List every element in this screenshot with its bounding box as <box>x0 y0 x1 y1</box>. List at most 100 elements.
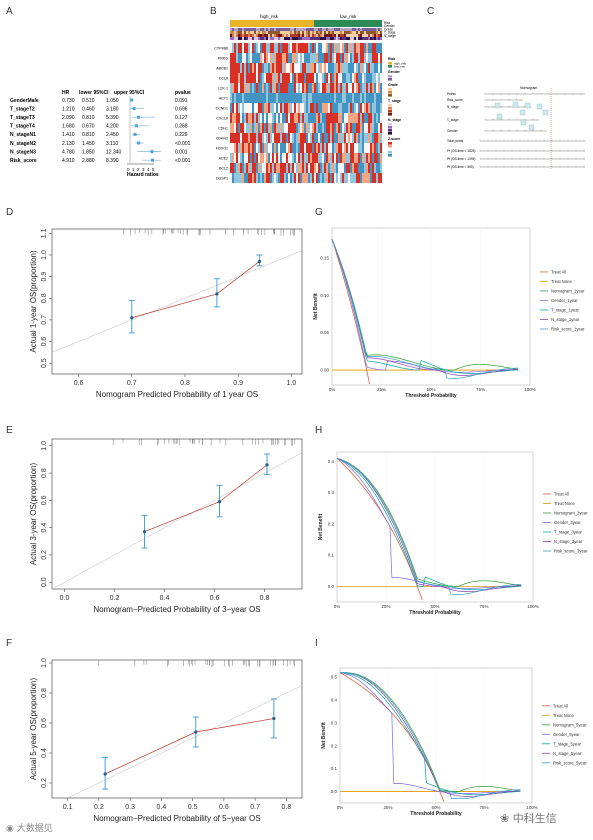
heatmap-cell <box>242 123 245 134</box>
annotation-cell <box>282 37 285 40</box>
forest-row-pvalue: 0.268 <box>175 124 188 130</box>
heatmap-cell <box>232 93 235 104</box>
heatmap-cell <box>290 83 293 94</box>
heatmap-cell <box>302 73 305 84</box>
heatmap-cell <box>330 113 333 124</box>
annotation-cell <box>316 37 319 40</box>
heatmap-cell <box>266 43 269 54</box>
heatmap-cell <box>266 123 269 134</box>
heatmap-cell <box>374 53 377 64</box>
heatmap-cell <box>230 163 233 174</box>
annotation-cell <box>352 34 355 37</box>
annotation-cell <box>256 34 259 37</box>
heatmap-cell <box>244 113 247 124</box>
heatmap-cell <box>360 123 363 134</box>
heatmap-cell <box>240 113 243 124</box>
heatmap-cell <box>264 43 267 54</box>
heatmap-cell <box>304 83 307 94</box>
annotation-cell <box>344 34 347 37</box>
heatmap-cell <box>264 153 267 164</box>
heatmap-cell <box>244 153 247 164</box>
forest-point <box>136 115 140 119</box>
heatmap-cell <box>372 93 375 104</box>
heatmap-cell <box>330 103 333 114</box>
x-tick-label: 0% <box>337 805 344 810</box>
heatmap-cell <box>340 43 343 54</box>
heatmap-cell <box>312 123 315 134</box>
annotation-cell <box>266 31 269 34</box>
heatmap-cell <box>232 73 235 84</box>
watermark-left: ◉ 大数据见 <box>6 821 53 834</box>
heatmap-cell <box>364 103 367 114</box>
annotation-cell <box>260 31 263 34</box>
heatmap-cell <box>258 163 261 174</box>
heatmap-cell <box>234 43 237 54</box>
heatmap-cell <box>376 43 379 54</box>
heatmap-cell <box>324 73 327 84</box>
heatmap-cell <box>250 83 253 94</box>
heatmap-cell <box>376 83 379 94</box>
heatmap-cell <box>288 163 291 174</box>
heatmap-cell <box>312 83 315 94</box>
heatmap-cell <box>338 113 341 124</box>
annotation-cell <box>350 31 353 34</box>
heatmap-cell <box>332 153 335 164</box>
heatmap-cell <box>260 113 263 124</box>
y-tick-label: 0.00 <box>320 368 329 373</box>
annotation-cell <box>274 34 277 37</box>
heatmap-cell <box>342 143 345 154</box>
heatmap-cell <box>278 173 281 184</box>
x-tick-label: 0% <box>329 387 336 392</box>
heatmap-cell <box>258 173 261 184</box>
heatmap-cell <box>242 133 245 144</box>
heatmap-cell <box>270 143 273 154</box>
annotation-cell <box>332 37 335 40</box>
heatmap-cell <box>256 63 259 74</box>
heatmap-cell <box>346 103 349 114</box>
annotation-cell <box>324 34 327 37</box>
heatmap-cell <box>292 143 295 154</box>
heatmap-cell <box>234 83 237 94</box>
heatmap-cell <box>310 63 313 74</box>
annotation-cell <box>282 34 285 37</box>
heatmap-cell <box>284 143 287 154</box>
heatmap-cell <box>258 43 261 54</box>
annotation-cell <box>290 37 293 40</box>
heatmap-cell <box>328 83 331 94</box>
panel-letter-e: E <box>6 425 13 436</box>
heatmap-cell <box>282 143 285 154</box>
heatmap-cell <box>300 163 303 174</box>
heatmap-cell <box>298 123 301 134</box>
heatmap-cell <box>280 123 283 134</box>
y-tick-label: 0.1 <box>331 766 338 771</box>
heatmap-cell <box>348 133 351 144</box>
heatmap-cell <box>262 103 265 114</box>
heatmap-cell <box>336 173 339 184</box>
heatmap-cell <box>380 143 383 154</box>
annotation-cell <box>234 37 237 40</box>
heatmap-cell <box>314 113 317 124</box>
heatmap-cell <box>354 63 357 74</box>
annotation-cell <box>334 31 337 34</box>
heatmap-cell <box>296 43 299 54</box>
heatmap-cell <box>356 163 359 174</box>
heatmap-cell <box>350 163 353 174</box>
heatmap-cell <box>368 123 371 134</box>
heatmap-cell <box>236 93 239 104</box>
heatmap-cell <box>296 133 299 144</box>
forest-row-pvalue: <0.001 <box>175 141 191 147</box>
heatmap-cell <box>292 43 295 54</box>
heatmap-cell <box>286 133 289 144</box>
heatmap-cell <box>288 43 291 54</box>
heatmap-cell <box>272 113 275 124</box>
annotation-cell <box>252 31 255 34</box>
heatmap-cell <box>252 133 255 144</box>
annotation-track-label: Risk <box>384 21 391 25</box>
heatmap-cell <box>284 163 287 174</box>
annotation-cell <box>328 31 331 34</box>
heatmap-cell <box>356 73 359 84</box>
legend-label: Nomogram_3year <box>554 511 588 516</box>
heatmap-cell <box>368 53 371 64</box>
heatmap-cell <box>340 53 343 64</box>
forest-row-lower: 0.810 <box>82 115 95 121</box>
